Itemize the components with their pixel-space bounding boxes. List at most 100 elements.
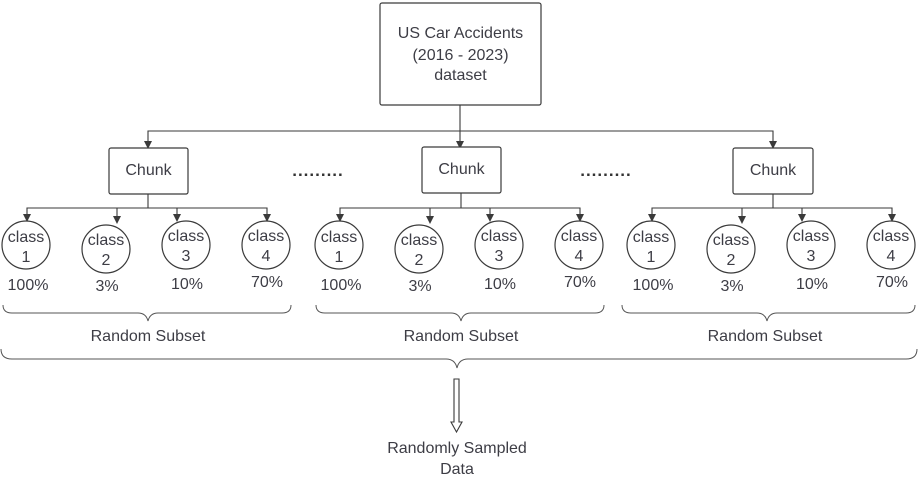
class-number: 4 xyxy=(887,248,896,265)
overall-brace xyxy=(0,348,918,369)
dataset-to-chunks-connectors xyxy=(144,105,777,149)
class-circle xyxy=(241,220,291,270)
class-node-4: class 4 70% xyxy=(554,220,604,291)
chunk-label: Chunk xyxy=(750,162,797,179)
class-label: class xyxy=(561,228,597,245)
class-node-2: class 2 3% xyxy=(81,224,131,295)
connector-to-class-1 xyxy=(651,194,774,218)
class-number: 2 xyxy=(102,252,111,269)
connector-to-chunk-3 xyxy=(460,130,774,145)
random-subset-brace xyxy=(2,304,292,322)
class-number: 3 xyxy=(495,248,504,265)
connector-to-class-3 xyxy=(461,207,491,218)
arrowhead-icon xyxy=(23,214,31,222)
arrowhead-icon xyxy=(456,141,464,149)
class-percent: 3% xyxy=(408,278,431,295)
class-label: class xyxy=(88,232,124,249)
class-label: class xyxy=(633,229,669,246)
connector-to-class-1 xyxy=(26,194,149,218)
connector-to-class-1 xyxy=(339,193,462,218)
arrowhead-icon xyxy=(173,214,181,222)
arrowhead-icon xyxy=(426,216,434,224)
chunk-group-1: Chunk class 1 100% class 2 3% class 3 10… xyxy=(1,147,292,345)
hollow-down-arrow-icon xyxy=(450,378,463,434)
class-percent: 100% xyxy=(8,277,49,294)
class-circle xyxy=(1,220,51,270)
dataset-title-line-2: (2016 - 2023) xyxy=(412,47,508,64)
random-subset-label: Random Subset xyxy=(708,328,823,345)
class-label: class xyxy=(481,228,517,245)
connector-to-class-2 xyxy=(116,207,148,220)
arrowhead-icon xyxy=(336,214,344,222)
class-label: class xyxy=(713,232,749,249)
class-number: 4 xyxy=(575,248,584,265)
class-label: class xyxy=(168,228,204,245)
class-circle xyxy=(626,220,676,270)
class-circle xyxy=(706,224,756,274)
class-label: class xyxy=(401,232,437,249)
chunk-group-3: Chunk class 1 100% class 2 3% class 3 10… xyxy=(621,147,916,345)
class-node-4: class 4 70% xyxy=(866,220,916,291)
random-subset-label: Random Subset xyxy=(91,328,206,345)
class-node-3: class 3 10% xyxy=(474,220,524,293)
class-label: class xyxy=(248,228,284,245)
ellipsis-left: ......... xyxy=(292,161,344,180)
class-node-3: class 3 10% xyxy=(161,220,211,293)
class-node-1: class 1 100% xyxy=(626,220,676,294)
class-number: 1 xyxy=(647,249,656,266)
connector-to-chunk-1 xyxy=(147,105,461,145)
class-number: 4 xyxy=(262,248,271,265)
dataset-title-line-3: dataset xyxy=(434,67,487,84)
ellipsis-right: ......... xyxy=(580,161,632,180)
chunk-label: Chunk xyxy=(125,162,172,179)
class-percent: 100% xyxy=(321,277,362,294)
arrowhead-icon xyxy=(144,141,152,149)
connector-to-class-4 xyxy=(461,207,581,218)
class-label: class xyxy=(873,228,909,245)
class-percent: 70% xyxy=(251,274,283,291)
arrowhead-icon xyxy=(486,214,494,222)
class-percent: 10% xyxy=(796,276,828,293)
class-percent: 100% xyxy=(633,277,674,294)
class-percent: 10% xyxy=(171,276,203,293)
class-label: class xyxy=(793,228,829,245)
class-percent: 10% xyxy=(484,276,516,293)
chunk-label: Chunk xyxy=(438,161,485,178)
arrowhead-icon xyxy=(769,141,777,149)
class-circle xyxy=(314,220,364,270)
random-subset-label: Random Subset xyxy=(404,328,519,345)
arrowhead-icon xyxy=(648,214,656,222)
class-number: 1 xyxy=(335,249,344,266)
arrowhead-icon xyxy=(113,216,121,224)
class-percent: 3% xyxy=(95,278,118,295)
class-number: 2 xyxy=(727,252,736,269)
class-circle xyxy=(786,220,836,270)
class-percent: 70% xyxy=(564,274,596,291)
class-node-1: class 1 100% xyxy=(1,220,51,294)
connector-to-class-4 xyxy=(773,207,893,218)
output-label-line-1: Randomly Sampled xyxy=(387,440,527,457)
class-node-1: class 1 100% xyxy=(314,220,364,294)
class-circle xyxy=(161,220,211,270)
arrowhead-icon xyxy=(888,214,896,222)
connector-to-class-2 xyxy=(741,207,773,220)
connector-to-class-3 xyxy=(148,207,178,218)
class-percent: 70% xyxy=(876,274,908,291)
connector-to-class-3 xyxy=(773,207,803,218)
class-circle xyxy=(81,224,131,274)
random-subset-brace xyxy=(621,304,916,322)
random-subset-brace xyxy=(315,304,605,322)
class-number: 2 xyxy=(415,252,424,269)
dataset-title-line-1: US Car Accidents xyxy=(398,25,523,42)
connector-to-class-4 xyxy=(148,207,268,218)
class-number: 3 xyxy=(182,248,191,265)
class-label: class xyxy=(8,229,44,246)
arrowhead-icon xyxy=(798,214,806,222)
class-circle xyxy=(474,220,524,270)
class-percent: 3% xyxy=(720,278,743,295)
output-label-line-2: Data xyxy=(440,461,474,478)
class-node-2: class 2 3% xyxy=(394,224,444,295)
chunk-group-2: Chunk class 1 100% class 2 3% class 3 10… xyxy=(314,146,605,345)
class-circle xyxy=(866,220,916,270)
arrowhead-icon xyxy=(738,216,746,224)
